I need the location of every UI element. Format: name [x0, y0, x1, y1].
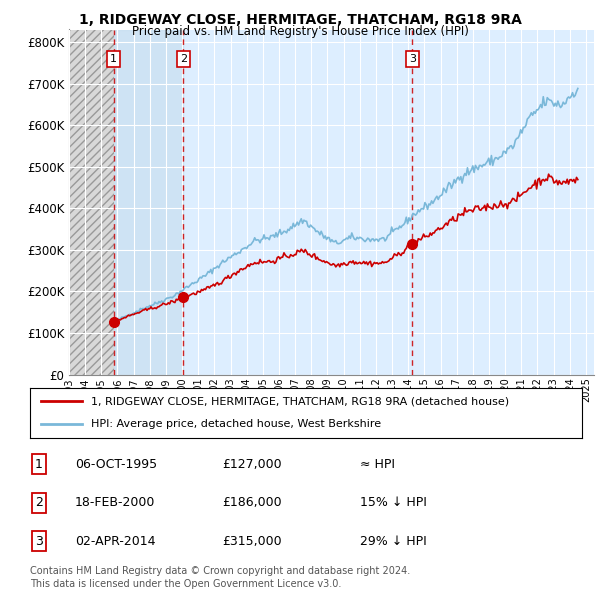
Bar: [114, 30, 184, 375]
Text: HPI: Average price, detached house, West Berkshire: HPI: Average price, detached house, West…: [91, 419, 381, 430]
Text: 1: 1: [110, 54, 117, 64]
Text: 29% ↓ HPI: 29% ↓ HPI: [360, 535, 427, 548]
Text: 1, RIDGEWAY CLOSE, HERMITAGE, THATCHAM, RG18 9RA (detached house): 1, RIDGEWAY CLOSE, HERMITAGE, THATCHAM, …: [91, 396, 509, 406]
Text: 15% ↓ HPI: 15% ↓ HPI: [360, 496, 427, 509]
Text: £186,000: £186,000: [222, 496, 281, 509]
Text: ≈ HPI: ≈ HPI: [360, 458, 395, 471]
Text: £127,000: £127,000: [222, 458, 281, 471]
Text: 3: 3: [409, 54, 416, 64]
Text: 2: 2: [35, 496, 43, 509]
Text: 06-OCT-1995: 06-OCT-1995: [75, 458, 157, 471]
Text: 18-FEB-2000: 18-FEB-2000: [75, 496, 155, 509]
Text: 3: 3: [35, 535, 43, 548]
Text: £315,000: £315,000: [222, 535, 281, 548]
Text: 1: 1: [35, 458, 43, 471]
Text: 1, RIDGEWAY CLOSE, HERMITAGE, THATCHAM, RG18 9RA: 1, RIDGEWAY CLOSE, HERMITAGE, THATCHAM, …: [79, 13, 521, 27]
Bar: [69, 30, 114, 375]
Text: Price paid vs. HM Land Registry's House Price Index (HPI): Price paid vs. HM Land Registry's House …: [131, 25, 469, 38]
Bar: [69, 30, 114, 375]
Text: Contains HM Land Registry data © Crown copyright and database right 2024.
This d: Contains HM Land Registry data © Crown c…: [30, 566, 410, 589]
Text: 2: 2: [180, 54, 187, 64]
Text: 02-APR-2014: 02-APR-2014: [75, 535, 155, 548]
